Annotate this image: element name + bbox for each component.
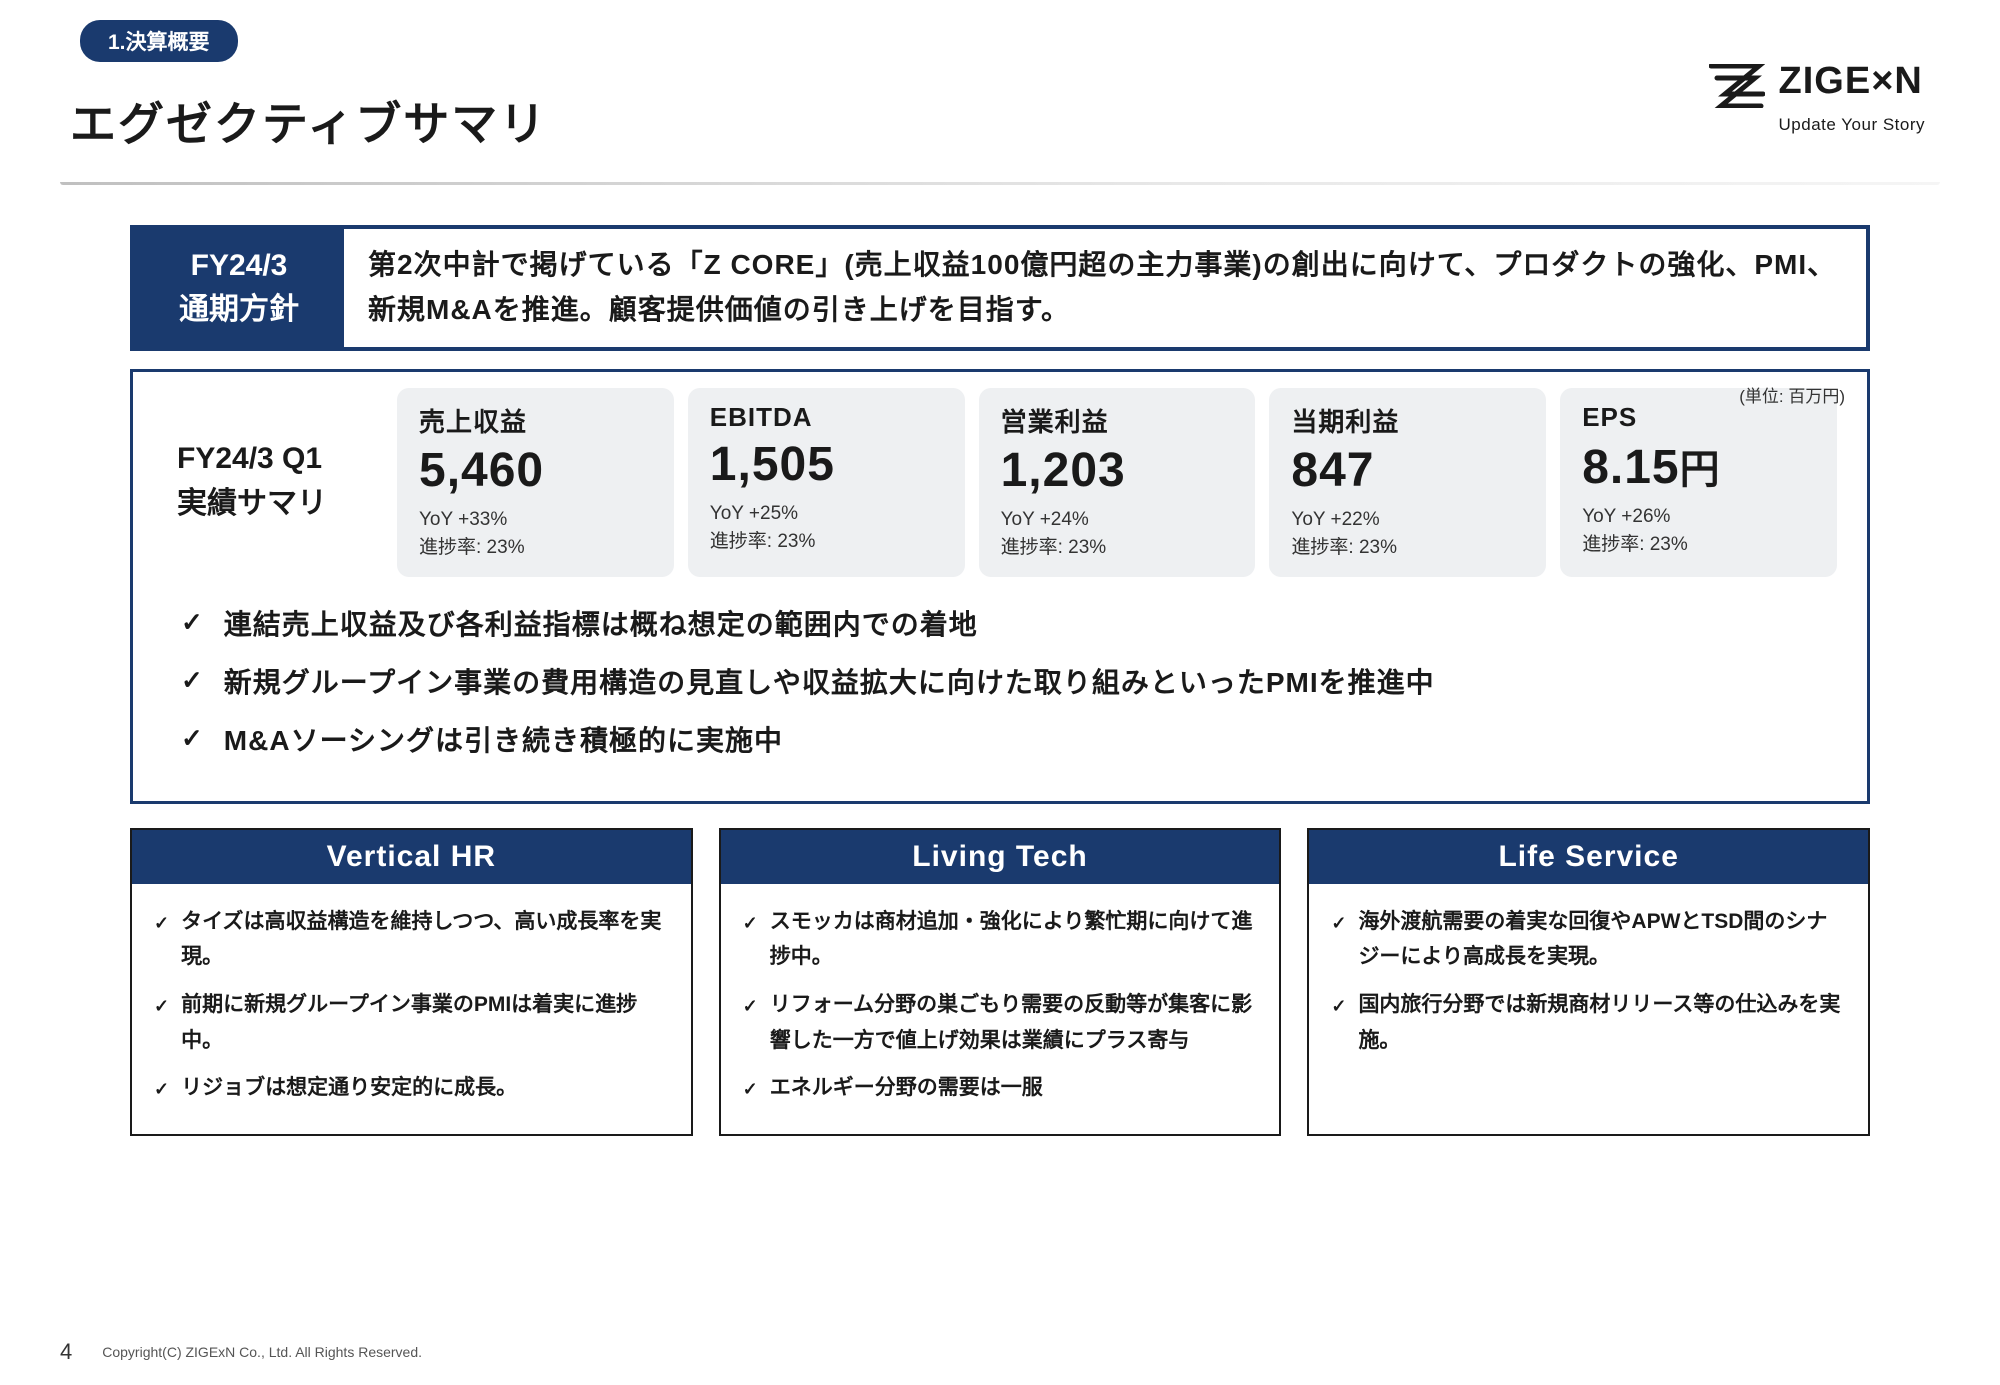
logo-mark-icon: [1709, 64, 1765, 113]
segment-bullet-text: タイズは高収益構造を維持しつつ、高い成長率を実現。: [181, 904, 669, 975]
segment-column: Life Service ✓ 海外渡航需要の着実な回復やAPWとTSD間のシナジーに…: [1307, 828, 1870, 1136]
check-icon: ✓: [743, 908, 758, 939]
metric-value: 8.15円: [1582, 437, 1817, 495]
bullet-text: 連結売上収益及び各利益指標は概ね想定の範囲内での着地: [224, 603, 978, 643]
segment-bullet: ✓ リジョブは想定通り安定的に成長。: [154, 1070, 669, 1106]
segment-body: ✓ スモッカは商材追加・強化により繁忙期に向けて進捗中。 ✓ リフォーム分野の巣ごもり…: [721, 884, 1280, 1134]
segment-bullet-text: 国内旅行分野では新規商材リリース等の仕込みを実施。: [1358, 987, 1846, 1058]
section-tag: 1.決算概要: [80, 20, 238, 62]
metric-yoy: YoY +33%: [419, 506, 654, 535]
metric-unit: 円: [1680, 448, 1721, 492]
segment-bullet-text: 前期に新規グループイン事業のPMIは着実に進捗中。: [181, 987, 669, 1058]
metric-value: 1,505: [710, 437, 945, 492]
metric-progress: 進捗率: 23%: [710, 528, 945, 557]
segment-bullet: ✓ スモッカは商材追加・強化により繁忙期に向けて進捗中。: [743, 904, 1258, 975]
segment-bullet: ✓ 国内旅行分野では新規商材リリース等の仕込みを実施。: [1331, 987, 1846, 1058]
page-title: エグゼクティブサマリ: [70, 88, 1940, 154]
metric-title: 売上収益: [419, 402, 654, 439]
summary-label-line2: 実績サマリ: [177, 481, 383, 526]
metric-title: 営業利益: [1001, 402, 1236, 439]
check-icon: ✓: [743, 1074, 758, 1105]
check-icon: ✓: [181, 665, 204, 696]
bullet-text: M&Aソーシングは引き続き積極的に実施中: [224, 719, 783, 759]
metric-title: 当期利益: [1291, 402, 1526, 439]
check-icon: ✓: [1331, 908, 1346, 939]
policy-text: 第2次中計で掲げている「Z CORE」(売上収益100億円超の主力事業)の創出に…: [344, 229, 1866, 347]
segment-body: ✓ タイズは高収益構造を維持しつつ、高い成長率を実現。 ✓ 前期に新規グループイン事業…: [132, 884, 691, 1134]
segment-body: ✓ 海外渡航需要の着実な回復やAPWとTSD間のシナジーにより高成長を実現。 ✓ 国内…: [1309, 884, 1868, 1087]
segment-header: Living Tech: [721, 830, 1280, 884]
segment-bullet: ✓ リフォーム分野の巣ごもり需要の反動等が集客に影響した一方で値上げ効果は業績にプ…: [743, 987, 1258, 1058]
metric-yoy: YoY +26%: [1582, 503, 1817, 532]
segment-bullet-text: 海外渡航需要の着実な回復やAPWとTSD間のシナジーにより高成長を実現。: [1358, 904, 1846, 975]
check-icon: ✓: [154, 991, 169, 1022]
summary-box: (単位: 百万円) FY24/3 Q1 実績サマリ 売上収益 5,460 YoY +…: [130, 369, 1870, 804]
page-number: 4: [60, 1339, 72, 1365]
segment-columns: Vertical HR ✓ タイズは高収益構造を維持しつつ、高い成長率を実現。 ✓ 前期…: [130, 828, 1870, 1136]
summary-bullet: ✓ M&Aソーシングは引き続き積極的に実施中: [181, 719, 1837, 759]
segment-bullet: ✓ エネルギー分野の需要は一服: [743, 1070, 1258, 1106]
check-icon: ✓: [154, 1074, 169, 1105]
metric-progress: 進捗率: 23%: [1001, 534, 1236, 563]
policy-box: FY24/3 通期方針 第2次中計で掲げている「Z CORE」(売上収益100億…: [130, 225, 1870, 351]
segment-bullet: ✓ 海外渡航需要の着実な回復やAPWとTSD間のシナジーにより高成長を実現。: [1331, 904, 1846, 975]
summary-bullets: ✓ 連結売上収益及び各利益指標は概ね想定の範囲内での着地 ✓ 新規グループイン事業の費…: [163, 603, 1837, 759]
metric-title: EBITDA: [710, 402, 945, 433]
metric-card: 当期利益 847 YoY +22%進捗率: 23%: [1269, 388, 1546, 577]
metrics-row: 売上収益5,460YoY +33%進捗率: 23%EBITDA1,505YoY …: [397, 388, 1837, 577]
segment-bullet-text: エネルギー分野の需要は一服: [770, 1070, 1043, 1106]
metric-progress: 進捗率: 23%: [419, 534, 654, 563]
segment-header: Life Service: [1309, 830, 1868, 884]
footer: 4 Copyright(C) ZIGExN Co., Ltd. All Righ…: [60, 1339, 422, 1365]
metric-card: 営業利益 1,203 YoY +24%進捗率: 23%: [979, 388, 1256, 577]
logo-tagline: Update Your Story: [1779, 115, 1925, 135]
metric-card: EPS8.15円YoY +26%進捗率: 23%: [1560, 388, 1837, 577]
segment-bullet-text: リジョブは想定通り安定的に成長。: [181, 1070, 517, 1106]
metric-yoy: YoY +25%: [710, 500, 945, 529]
metric-progress: 進捗率: 23%: [1582, 531, 1817, 560]
metric-card: EBITDA 1,505 YoY +25%進捗率: 23%: [688, 388, 965, 577]
summary-label-line1: FY24/3 Q1: [177, 436, 383, 481]
metric-yoy: YoY +24%: [1001, 506, 1236, 535]
metric-value: 1,203: [1001, 443, 1236, 498]
segment-column: Vertical HR ✓ タイズは高収益構造を維持しつつ、高い成長率を実現。 ✓ 前期…: [130, 828, 693, 1136]
segment-bullet: ✓ 前期に新規グループイン事業のPMIは着実に進捗中。: [154, 987, 669, 1058]
summary-bullet: ✓ 連結売上収益及び各利益指標は概ね想定の範囲内での着地: [181, 603, 1837, 643]
segment-bullet-text: リフォーム分野の巣ごもり需要の反動等が集客に影響した一方で値上げ効果は業績にプラ…: [770, 987, 1258, 1058]
segment-bullet: ✓ タイズは高収益構造を維持しつつ、高い成長率を実現。: [154, 904, 669, 975]
bullet-text: 新規グループイン事業の費用構造の見直しや収益拡大に向けた取り組みといったPMIを…: [224, 661, 1435, 701]
policy-label: FY24/3 通期方針: [134, 229, 344, 347]
summary-label: FY24/3 Q1 実績サマリ: [163, 388, 383, 526]
metric-card: 売上収益 5,460 YoY +33%進捗率: 23%: [397, 388, 674, 577]
logo: ZIGE×N Update Your Story: [1709, 60, 1925, 135]
unit-note: (単位: 百万円): [1739, 382, 1845, 407]
copyright-text: Copyright(C) ZIGExN Co., Ltd. All Rights…: [102, 1344, 422, 1360]
policy-label-line2: 通期方針: [179, 288, 299, 332]
metric-value: 847: [1291, 443, 1526, 498]
policy-label-line1: FY24/3: [191, 244, 288, 288]
metric-value: 5,460: [419, 443, 654, 498]
check-icon: ✓: [1331, 991, 1346, 1022]
segment-column: Living Tech ✓ スモッカは商材追加・強化により繁忙期に向けて進捗中。 ✓ リ…: [719, 828, 1282, 1136]
check-icon: ✓: [181, 723, 204, 754]
check-icon: ✓: [181, 607, 204, 638]
summary-bullet: ✓ 新規グループイン事業の費用構造の見直しや収益拡大に向けた取り組みといったPMI…: [181, 661, 1837, 701]
metric-progress: 進捗率: 23%: [1291, 534, 1526, 563]
metric-yoy: YoY +22%: [1291, 506, 1526, 535]
title-divider: [60, 182, 1940, 185]
check-icon: ✓: [154, 908, 169, 939]
logo-text: ZIGE×N: [1779, 60, 1923, 102]
segment-bullet-text: スモッカは商材追加・強化により繁忙期に向けて進捗中。: [770, 904, 1258, 975]
segment-header: Vertical HR: [132, 830, 691, 884]
check-icon: ✓: [743, 991, 758, 1022]
